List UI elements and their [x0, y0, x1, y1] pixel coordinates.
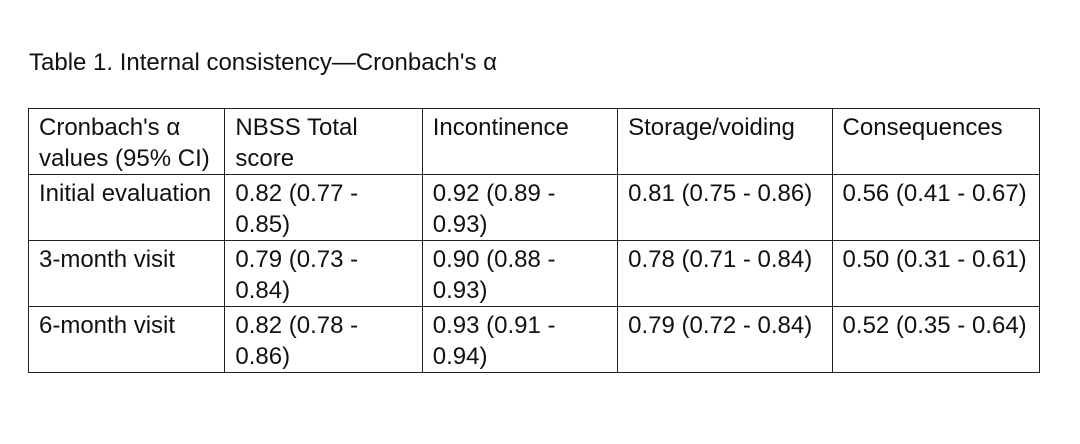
table-cell: 0.50 (0.31 - 0.61): [831, 240, 1041, 307]
row-label-cell: 3-month visit: [27, 240, 226, 307]
header-cell-consequences: Consequences: [831, 108, 1041, 175]
table-cell: 0.52 (0.35 - 0.64): [831, 306, 1041, 373]
table-cell: 0.79 (0.72 - 0.84): [617, 306, 833, 373]
table-caption: Table 1. Internal consistency—Cronbach's…: [29, 49, 498, 76]
table-header-row: Cronbach's α values (95% CI) NBSS Total …: [27, 108, 1041, 175]
header-cell-storage-voiding: Storage/voiding: [617, 108, 833, 175]
table-row: Initial evaluation 0.82 (0.77 - 0.85) 0.…: [27, 174, 1041, 241]
header-cell-incontinence: Incontinence: [421, 108, 619, 175]
table-cell: 0.79 (0.73 - 0.84): [224, 240, 423, 307]
table-row: 6-month visit 0.82 (0.78 - 0.86) 0.93 (0…: [27, 306, 1041, 373]
table-cell: 0.78 (0.71 - 0.84): [617, 240, 833, 307]
header-cell-nbss-total: NBSS Total score: [224, 108, 423, 175]
cronbach-alpha-table: Cronbach's α values (95% CI) NBSS Total …: [27, 108, 1041, 373]
row-label-cell: 6-month visit: [27, 306, 226, 373]
table-cell: 0.82 (0.77 - 0.85): [224, 174, 423, 241]
row-label-cell: Initial evaluation: [27, 174, 226, 241]
table-cell: 0.93 (0.91 - 0.94): [421, 306, 619, 373]
table-cell: 0.81 (0.75 - 0.86): [617, 174, 833, 241]
table-row: 3-month visit 0.79 (0.73 - 0.84) 0.90 (0…: [27, 240, 1041, 307]
table-cell: 0.56 (0.41 - 0.67): [831, 174, 1041, 241]
table-cell: 0.90 (0.88 - 0.93): [421, 240, 619, 307]
table-cell: 0.82 (0.78 - 0.86): [224, 306, 423, 373]
header-cell-alpha-values: Cronbach's α values (95% CI): [27, 108, 226, 175]
table-cell: 0.92 (0.89 - 0.93): [421, 174, 619, 241]
